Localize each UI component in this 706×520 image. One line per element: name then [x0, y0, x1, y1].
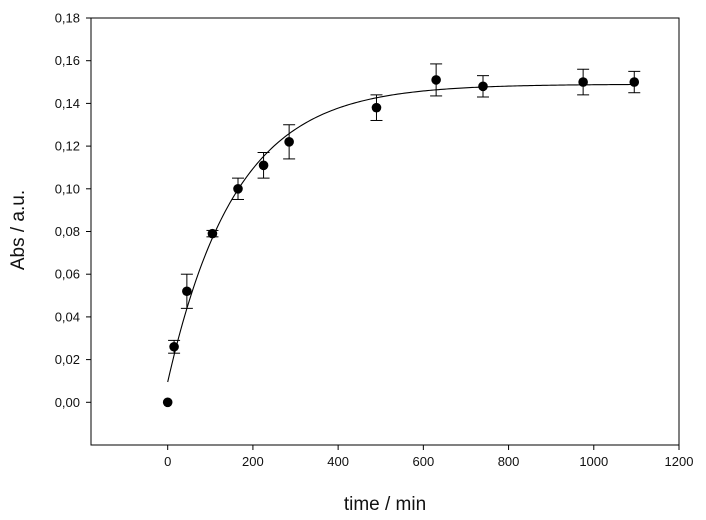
- x-tick-label: 200: [242, 454, 264, 469]
- data-point: [478, 81, 488, 92]
- data-point: [162, 397, 173, 408]
- data-point: [233, 184, 243, 194]
- x-tick-label: 400: [327, 454, 349, 469]
- plot-frame: [90, 17, 680, 446]
- y-axis-title: Abs / a.u.: [8, 190, 29, 270]
- error-bars: [168, 63, 641, 354]
- y-tick-label: 0,08: [55, 224, 80, 239]
- data-points: [162, 75, 640, 408]
- data-point: [207, 228, 218, 239]
- data-point: [371, 102, 382, 113]
- y-tick-label: 0,00: [55, 395, 80, 410]
- data-point: [169, 341, 179, 352]
- data-point: [284, 137, 294, 147]
- y-tick-label: 0,06: [55, 267, 80, 282]
- x-tick-label: 600: [412, 454, 434, 469]
- y-tick-label: 0,12: [55, 139, 80, 154]
- x-tick-label: 1000: [579, 454, 608, 469]
- y-tick-label: 0,14: [55, 96, 80, 111]
- x-tick-label: 0: [164, 454, 171, 469]
- y-tick-labels: 0,00 0,02 0,04 0,06 0,08 0,10 0,12 0,14 0,16 0,18: [55, 11, 80, 410]
- x-tick-labels: 0 200 400 600 800 1000 1200: [164, 454, 693, 469]
- fit-curve: [167, 83, 637, 383]
- data-point: [258, 160, 269, 171]
- fit-curve-group: [167, 83, 637, 383]
- x-axis-title: time / min: [344, 494, 426, 515]
- tick-marks: [86, 17, 680, 450]
- y-tick-label: 0,18: [55, 11, 80, 26]
- data-point: [578, 77, 588, 87]
- data-point: [431, 75, 441, 85]
- data-point: [182, 286, 192, 297]
- y-tick-label: 0,04: [55, 309, 80, 324]
- x-tick-label: 1200: [665, 454, 694, 469]
- y-tick-label: 0,10: [55, 181, 80, 196]
- plot-area-border: [90, 17, 680, 446]
- y-tick-label: 0,02: [55, 352, 80, 367]
- x-tick-label: 800: [498, 454, 520, 469]
- y-tick-label: 0,16: [55, 53, 80, 68]
- data-point: [629, 77, 640, 87]
